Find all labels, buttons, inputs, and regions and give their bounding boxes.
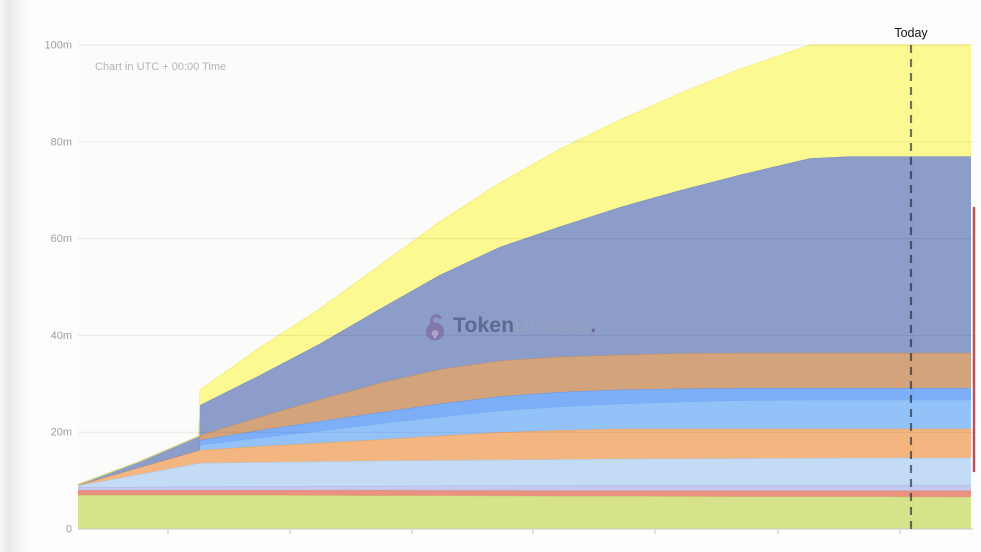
timezone-note: Chart in UTC + 00:00 Time: [95, 61, 227, 73]
area-edge-yellow: [77, 44, 971, 485]
area-band-bright-blue: [78, 388, 971, 485]
area-band-yellow: [78, 45, 971, 485]
area-band-orange: [78, 428, 971, 486]
area-band-pale-blue: [78, 457, 971, 488]
y-axis-label-80m: 80m: [51, 136, 72, 148]
area-band-periwinkle: [78, 156, 971, 485]
area-band-tan: [78, 352, 971, 485]
area-band-salmon: [78, 490, 971, 498]
y-axis-label-60m: 60m: [51, 233, 72, 245]
y-axis-label-40m: 40m: [51, 330, 72, 342]
area-band-green: [78, 495, 971, 529]
area-band-light-blue: [78, 399, 971, 485]
y-axis-label-100m: 100m: [44, 40, 72, 52]
page-edge-shadow: [0, 0, 28, 552]
today-marker-label: Today: [894, 26, 928, 40]
y-axis-label-0: 0: [66, 524, 72, 536]
y-axis-label-20m: 20m: [51, 427, 72, 439]
